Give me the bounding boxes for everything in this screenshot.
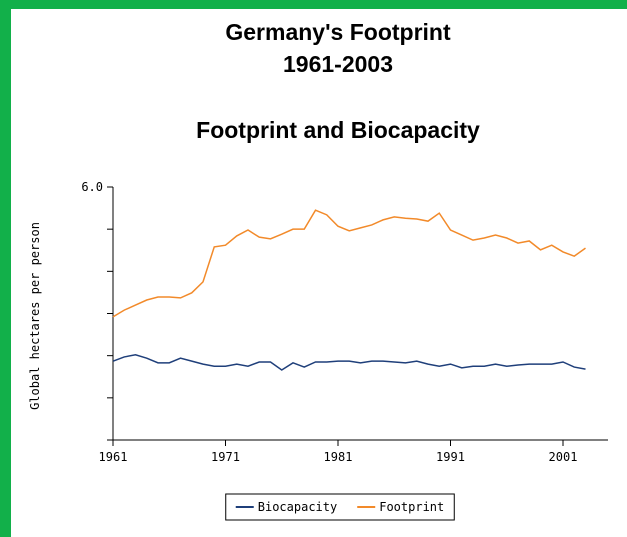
frame-top xyxy=(0,0,627,9)
line-series xyxy=(112,209,586,318)
x-tick-label: 1981 xyxy=(324,450,353,464)
x-tick-label: 1991 xyxy=(436,450,465,464)
x-tick-label: 1971 xyxy=(211,450,240,464)
chart-subtitle: 1961-2003 xyxy=(283,51,393,77)
line-series xyxy=(112,354,586,371)
legend: Biocapacity Footprint xyxy=(225,493,455,521)
plot-title: Footprint and Biocapacity xyxy=(196,117,480,143)
frame-left xyxy=(0,0,11,537)
y-tick-label: 6.0 xyxy=(81,180,103,194)
legend-label: Footprint xyxy=(379,500,444,514)
x-tick-label: 2001 xyxy=(549,450,578,464)
chart-title: Germany's Footprint xyxy=(225,19,451,45)
x-tick-label: 1961 xyxy=(99,450,128,464)
legend-label: Biocapacity xyxy=(258,500,337,514)
legend-box xyxy=(225,493,455,521)
y-axis-label: Global hectares per person xyxy=(28,222,42,410)
